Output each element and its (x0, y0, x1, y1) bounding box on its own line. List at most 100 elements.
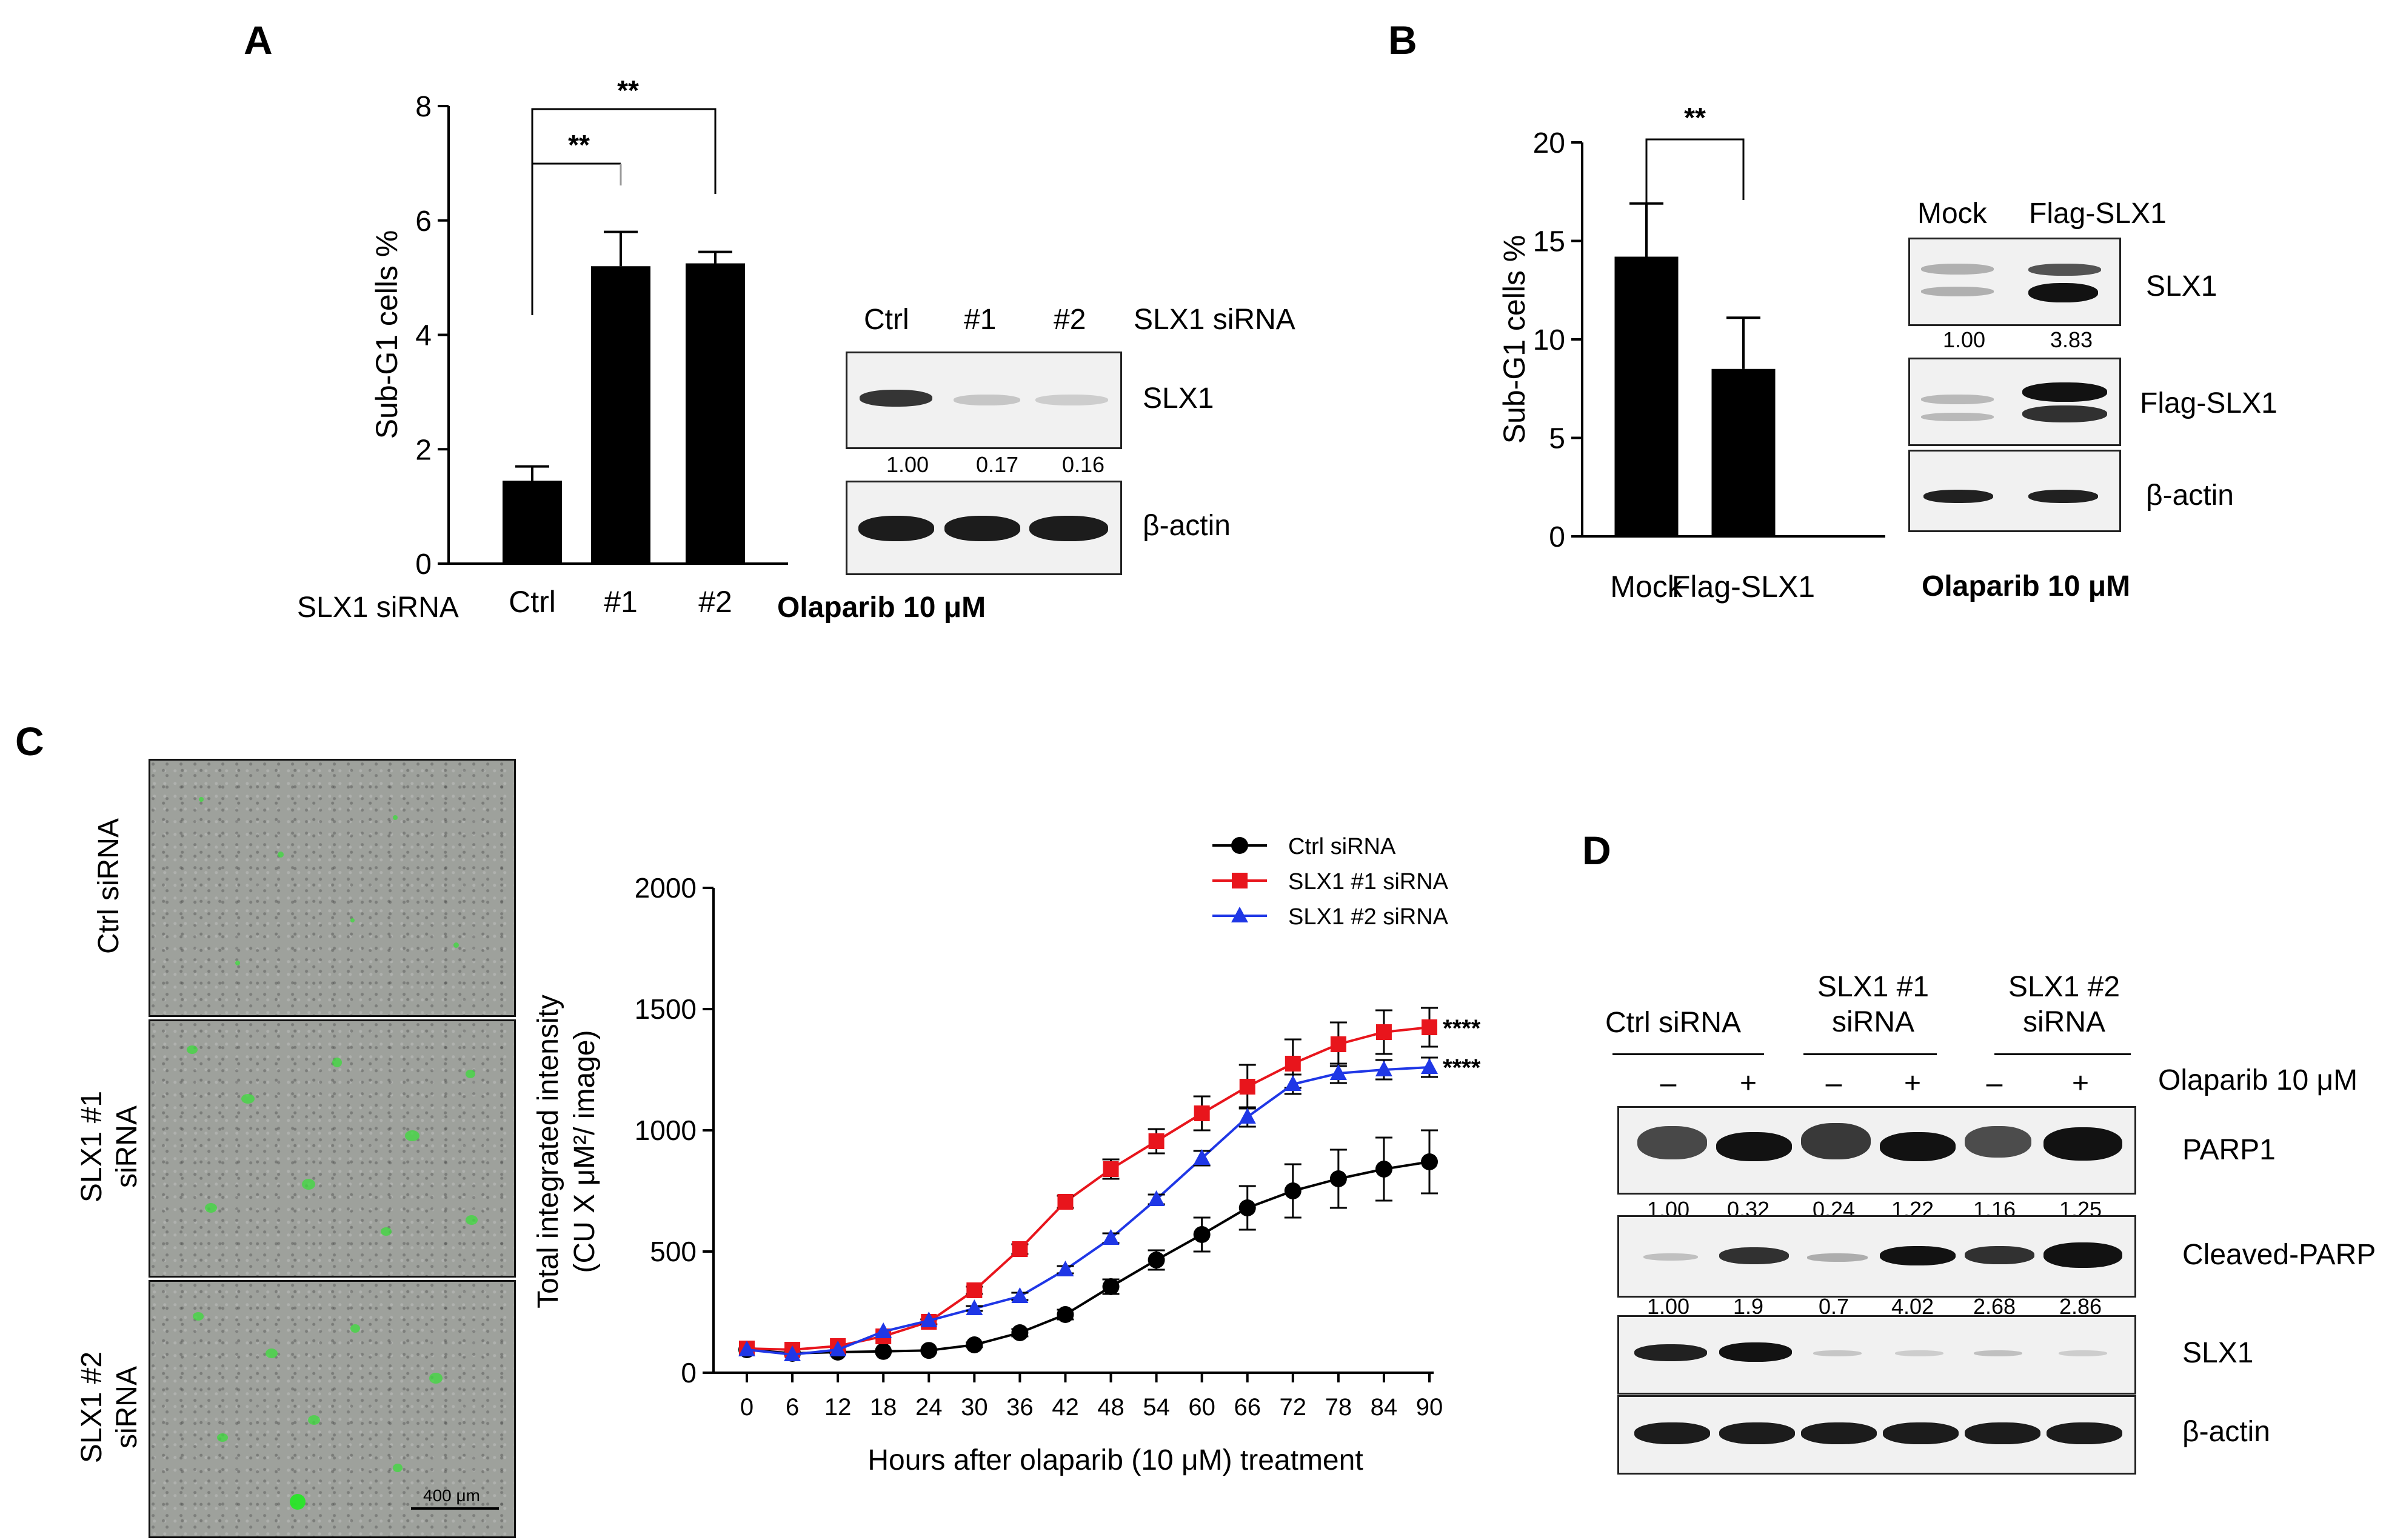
d-treatment: Olaparib 10 μM (2158, 1064, 2358, 1096)
blot-b-quant-flag: 3.83 (2050, 327, 2093, 352)
y-tick-label-0: 0 (1549, 521, 1565, 553)
point-1-15 (1422, 1019, 1437, 1035)
panel-a-row-label: SLX1 siRNA (297, 592, 459, 624)
d-band-actin: β-actin (2182, 1416, 2270, 1448)
legend-label-0: Ctrl siRNA (1288, 834, 1396, 859)
point-2-4 (920, 1312, 938, 1327)
c-x-tick-label-15: 90 (1416, 1394, 1443, 1421)
c-x-tick-label-3: 18 (870, 1394, 897, 1421)
point-2-11 (1238, 1108, 1256, 1124)
d-sign-4: – (1986, 1067, 2003, 1099)
point-0-7 (1057, 1306, 1074, 1323)
blot-d-actin (1617, 1395, 2136, 1475)
scalebar-line (411, 1507, 499, 1510)
d-underline-1 (1612, 1053, 1764, 1055)
c-x-tick-label-14: 84 (1371, 1394, 1398, 1421)
d-sign-5: + (2071, 1067, 2090, 1099)
series-line-2 (746, 1066, 1430, 1356)
d-quant-cleaved-2: 0.7 (1818, 1294, 1850, 1319)
point-2-10 (1193, 1149, 1211, 1165)
y-tick-label-3: 15 (1533, 226, 1565, 258)
y-tick-label-4: 8 (415, 91, 432, 123)
micrograph-slx1-1 (149, 1019, 516, 1278)
point-0-9 (1148, 1252, 1165, 1268)
c-x-tick-label-5: 30 (961, 1394, 988, 1421)
panel-c-x-label: Hours after olaparib (10 μM) treatment (867, 1444, 1363, 1476)
blot-b-band-flag: Flag-SLX1 (2140, 387, 2277, 419)
point-2-7 (1057, 1261, 1074, 1276)
micrograph-slx1-2: 400 μm (149, 1280, 516, 1538)
panel-a-y-axis: 0 2 4 6 8 (415, 91, 450, 581)
x-label-1: #1 (604, 585, 638, 619)
d-underline-2 (1803, 1053, 1937, 1055)
d-quant-cleaved-1: 1.9 (1733, 1294, 1764, 1319)
blot-a-band-slx1: SLX1 (1143, 382, 1214, 415)
point-0-11 (1238, 1199, 1256, 1216)
panel-a-y-label: Sub-G1 cells % (370, 230, 404, 439)
point-2-9 (1148, 1190, 1165, 1206)
blot-a-lane-1: #1 (964, 304, 997, 336)
legend-marker-0 (1231, 837, 1248, 854)
point-2-2 (829, 1341, 847, 1356)
panel-c-y-label: Total integrated intensity (533, 995, 564, 1308)
point-0-10 (1193, 1226, 1211, 1243)
y-tick-label-1: 5 (1549, 423, 1565, 455)
blot-b-treatment: Olaparib 10 μM (1922, 570, 2131, 602)
c-x-tick-label-4: 24 (915, 1394, 943, 1421)
d-quant-cleaved-5: 2.86 (2059, 1294, 2102, 1319)
point-2-1 (784, 1345, 801, 1361)
c-x-tick-label-0: 0 (740, 1394, 754, 1421)
blot-d-cleaved (1617, 1215, 2136, 1298)
bar-Mock (1614, 256, 1679, 536)
d-band-cleaved: Cleaved-PARP (2182, 1239, 2376, 1271)
point-1-13 (1330, 1036, 1346, 1052)
micrograph-ctrl (149, 759, 516, 1017)
label-slx1-1-sirna: SLX1 #1 siRNA (76, 1091, 143, 1202)
x-label-1: Flag-SLX1 (1672, 570, 1815, 604)
point-2-15 (1421, 1058, 1438, 1074)
d-sign-3: + (1903, 1067, 1922, 1099)
point-0-3 (875, 1342, 892, 1360)
panel-c-y-label-units: (CU X μM²/ image) (569, 1030, 601, 1273)
c-x-tick-label-7: 42 (1052, 1394, 1079, 1421)
d-underline-3 (1994, 1053, 2131, 1055)
d-group-ctrl: Ctrl siRNA (1605, 1007, 1741, 1039)
x-label-0: Ctrl (509, 585, 556, 619)
micrograph-labels: Ctrl siRNA SLX1 #1 siRNA SLX1 #2 siRNA (76, 818, 143, 1463)
y-tick-label-2: 4 (415, 320, 432, 352)
blot-b-lane-mock: Mock (1917, 198, 1987, 230)
point-0-8 (1102, 1278, 1120, 1295)
d-group-slx1-1: SLX1 #1 siRNA (1817, 971, 1930, 1038)
series-0 (738, 1129, 1438, 1362)
series-2 (738, 1056, 1438, 1361)
panel-letter-d: D (1582, 828, 1611, 873)
point-2-13 (1329, 1064, 1347, 1080)
c-x-tick-label-10: 60 (1188, 1394, 1215, 1421)
y-tick-label-4: 20 (1533, 127, 1565, 159)
c-y-tick-label-4: 2000 (635, 872, 697, 904)
blot-a-actin (846, 481, 1122, 575)
panel-a-bar-chart: 0 2 4 6 8 Sub-G1 cells % Ctrl #1 #2 ** ** (370, 75, 788, 619)
sig-star-c2: **** (1443, 1055, 1481, 1081)
bar-Flag-SLX1 (1711, 368, 1776, 536)
point-1-6 (1012, 1241, 1028, 1257)
legend-marker-2 (1231, 907, 1248, 922)
scalebar-label: 400 μm (423, 1486, 480, 1505)
x-label-0: Mock (1610, 570, 1683, 604)
blot-a-slx1 (846, 352, 1122, 449)
d-band-parp1: PARP1 (2182, 1134, 2276, 1166)
c-y-tick-label-1: 500 (650, 1236, 697, 1267)
bar-Ctrl (503, 481, 562, 564)
bar-#1 (591, 266, 650, 564)
point-1-5 (966, 1282, 983, 1298)
d-sign-0: – (1660, 1067, 1677, 1099)
d-band-slx1: SLX1 (2182, 1337, 2254, 1369)
point-2-12 (1284, 1075, 1302, 1091)
point-0-5 (966, 1336, 983, 1353)
point-1-12 (1285, 1056, 1301, 1072)
blot-b-band-slx1: SLX1 (2146, 270, 2217, 302)
blot-a-lane-ctrl: Ctrl (864, 304, 909, 336)
c-x-tick-label-1: 6 (786, 1394, 799, 1421)
point-1-8 (1103, 1161, 1119, 1177)
